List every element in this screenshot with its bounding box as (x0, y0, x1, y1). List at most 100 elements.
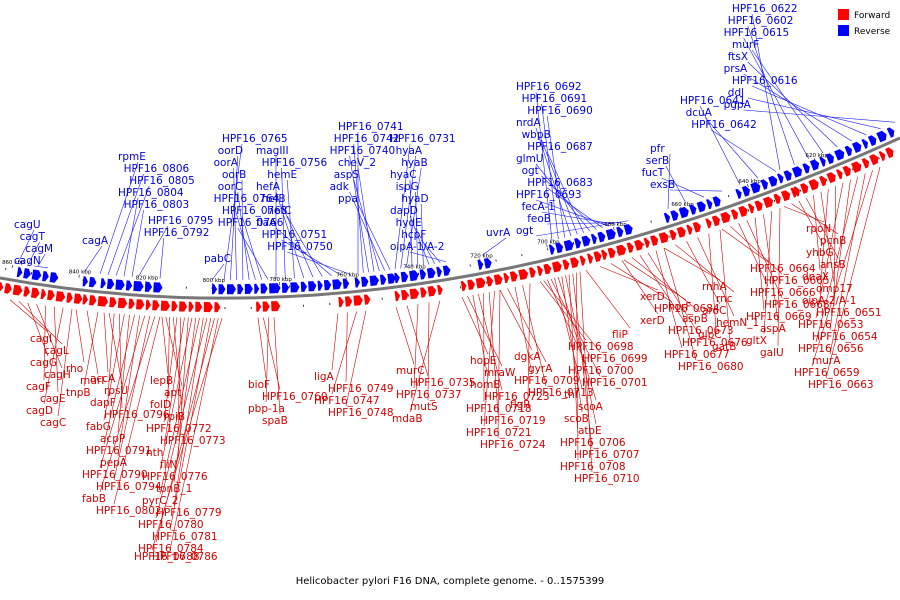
forward-gene-arrow (518, 269, 529, 280)
leader-line (420, 203, 424, 266)
gene-label-reverse: hcpF (401, 229, 426, 241)
gene-label-forward: HPF16_0802 (96, 505, 162, 517)
gene-label-reverse: oorC (218, 181, 243, 193)
reverse-gene-arrow (867, 135, 877, 147)
forward-gene-arrow (12, 284, 23, 296)
leader-line (177, 317, 182, 435)
reverse-gene-arrow (342, 278, 350, 289)
gene-label-forward: HPF16_0663 (808, 379, 874, 391)
forward-gene-arrow (145, 299, 151, 310)
leader-line (163, 317, 185, 447)
axis-tick-label: 840 kbp (69, 270, 92, 276)
leader-line (639, 255, 687, 325)
reverse-gene-arrow (419, 269, 427, 280)
axis-tick-label: 660 kbp (671, 202, 694, 208)
gene-label-forward: xerD (640, 291, 665, 303)
forward-gene-arrow (650, 235, 659, 246)
reverse-gene-arrow (741, 185, 750, 197)
leader-line (535, 91, 553, 241)
gene-label-forward: murI (80, 375, 104, 387)
gene-label-reverse: flaA (256, 217, 277, 229)
leader-line (173, 317, 197, 483)
reverse-gene-arrow (876, 130, 887, 143)
reverse-gene-arrow (144, 281, 153, 292)
forward-gene-arrow (842, 165, 851, 177)
genome-caption: Helicobacter pylori F16 DNA, complete ge… (295, 576, 605, 587)
axis-tick-label: 780 kbp (269, 277, 292, 283)
forward-gene-arrow (593, 251, 602, 262)
gene-label-forward: pcnB (820, 235, 846, 247)
gene-label-forward: HPF16_0786 (152, 551, 218, 563)
gene-label-reverse: HPF16_0687 (527, 141, 593, 153)
gene-label-forward: HPF16_0676 (682, 337, 748, 349)
leader-line (57, 308, 73, 417)
forward-gene-arrow (658, 232, 669, 244)
leader-line (499, 289, 533, 351)
gene-label-forward: HPF16_0653 (798, 319, 864, 331)
leader-line (621, 260, 659, 315)
forward-gene-arrow (363, 294, 371, 305)
forward-gene-arrow (102, 296, 109, 307)
gene-label-reverse: HPF16_0615 (724, 27, 790, 39)
gene-label-forward: fliN (160, 459, 177, 471)
leader-line (763, 211, 773, 335)
sequence-mark (878, 157, 880, 160)
leader-line (43, 305, 46, 381)
leader-line (819, 188, 829, 295)
gene-label-reverse: serB (646, 155, 669, 167)
gene-label-forward: flgR (510, 399, 531, 411)
leader-line (83, 245, 103, 273)
axis-tick-label: 700 kbp (537, 239, 560, 245)
leader-line (107, 173, 144, 275)
gene-label-forward: rpoN (806, 223, 831, 235)
gene-label-forward: ansB (820, 259, 846, 271)
forward-gene-arrow (82, 294, 88, 305)
leader-line (118, 313, 123, 409)
gene-label-forward: HPF16_0749 (328, 383, 394, 395)
leader-line (169, 318, 212, 531)
forward-gene-arrow (579, 255, 586, 266)
forward-gene-arrow (836, 169, 843, 180)
gene-label-reverse: ppa (338, 193, 358, 205)
gene-label-forward: HPF16_0699 (582, 353, 648, 365)
gene-label-forward: HPF16_0784 (138, 543, 204, 555)
gene-label-forward: oipA-2/A-1 (802, 295, 856, 307)
leader-line (497, 289, 501, 439)
gene-label-reverse: HPF16_0756 (262, 157, 328, 169)
leader-line (743, 109, 896, 123)
axis-tick-label: 760 kbp (336, 272, 359, 278)
leader-line (730, 225, 783, 275)
leader-line (353, 179, 380, 272)
leader-line (113, 315, 151, 481)
forward-gene-arrow (89, 295, 97, 306)
gene-label-forward: gatB (712, 341, 736, 353)
leader-line (576, 272, 579, 461)
leader-line (37, 253, 46, 267)
reverse-gene-arrow (712, 196, 721, 207)
reverse-gene-arrow (237, 284, 244, 295)
gene-label-forward: mdaB (392, 413, 423, 425)
reverse-gene-arrow (387, 273, 396, 284)
forward-gene-arrow (467, 279, 475, 290)
reverse-gene-arrow (590, 233, 597, 245)
leader-line (281, 203, 314, 278)
leader-line (413, 304, 419, 389)
gene-label-reverse: exsB (650, 179, 675, 191)
leader-line (686, 240, 721, 305)
gene-label-forward: lepB (150, 375, 173, 387)
leader-line (273, 317, 281, 415)
gene-label-reverse: hefC (267, 205, 291, 217)
leader-line (547, 222, 622, 225)
gene-features (0, 127, 895, 313)
leader-line (541, 175, 597, 230)
sequence-mark (669, 235, 671, 238)
gene-label-forward: acpP (100, 433, 125, 445)
leader-line (623, 259, 687, 301)
leader-line (420, 239, 441, 263)
leader-line (161, 316, 169, 375)
gene-label-forward: homB (470, 379, 501, 391)
leader-line (275, 227, 332, 277)
leader-line (229, 155, 239, 281)
forward-gene-arrow (420, 287, 427, 298)
